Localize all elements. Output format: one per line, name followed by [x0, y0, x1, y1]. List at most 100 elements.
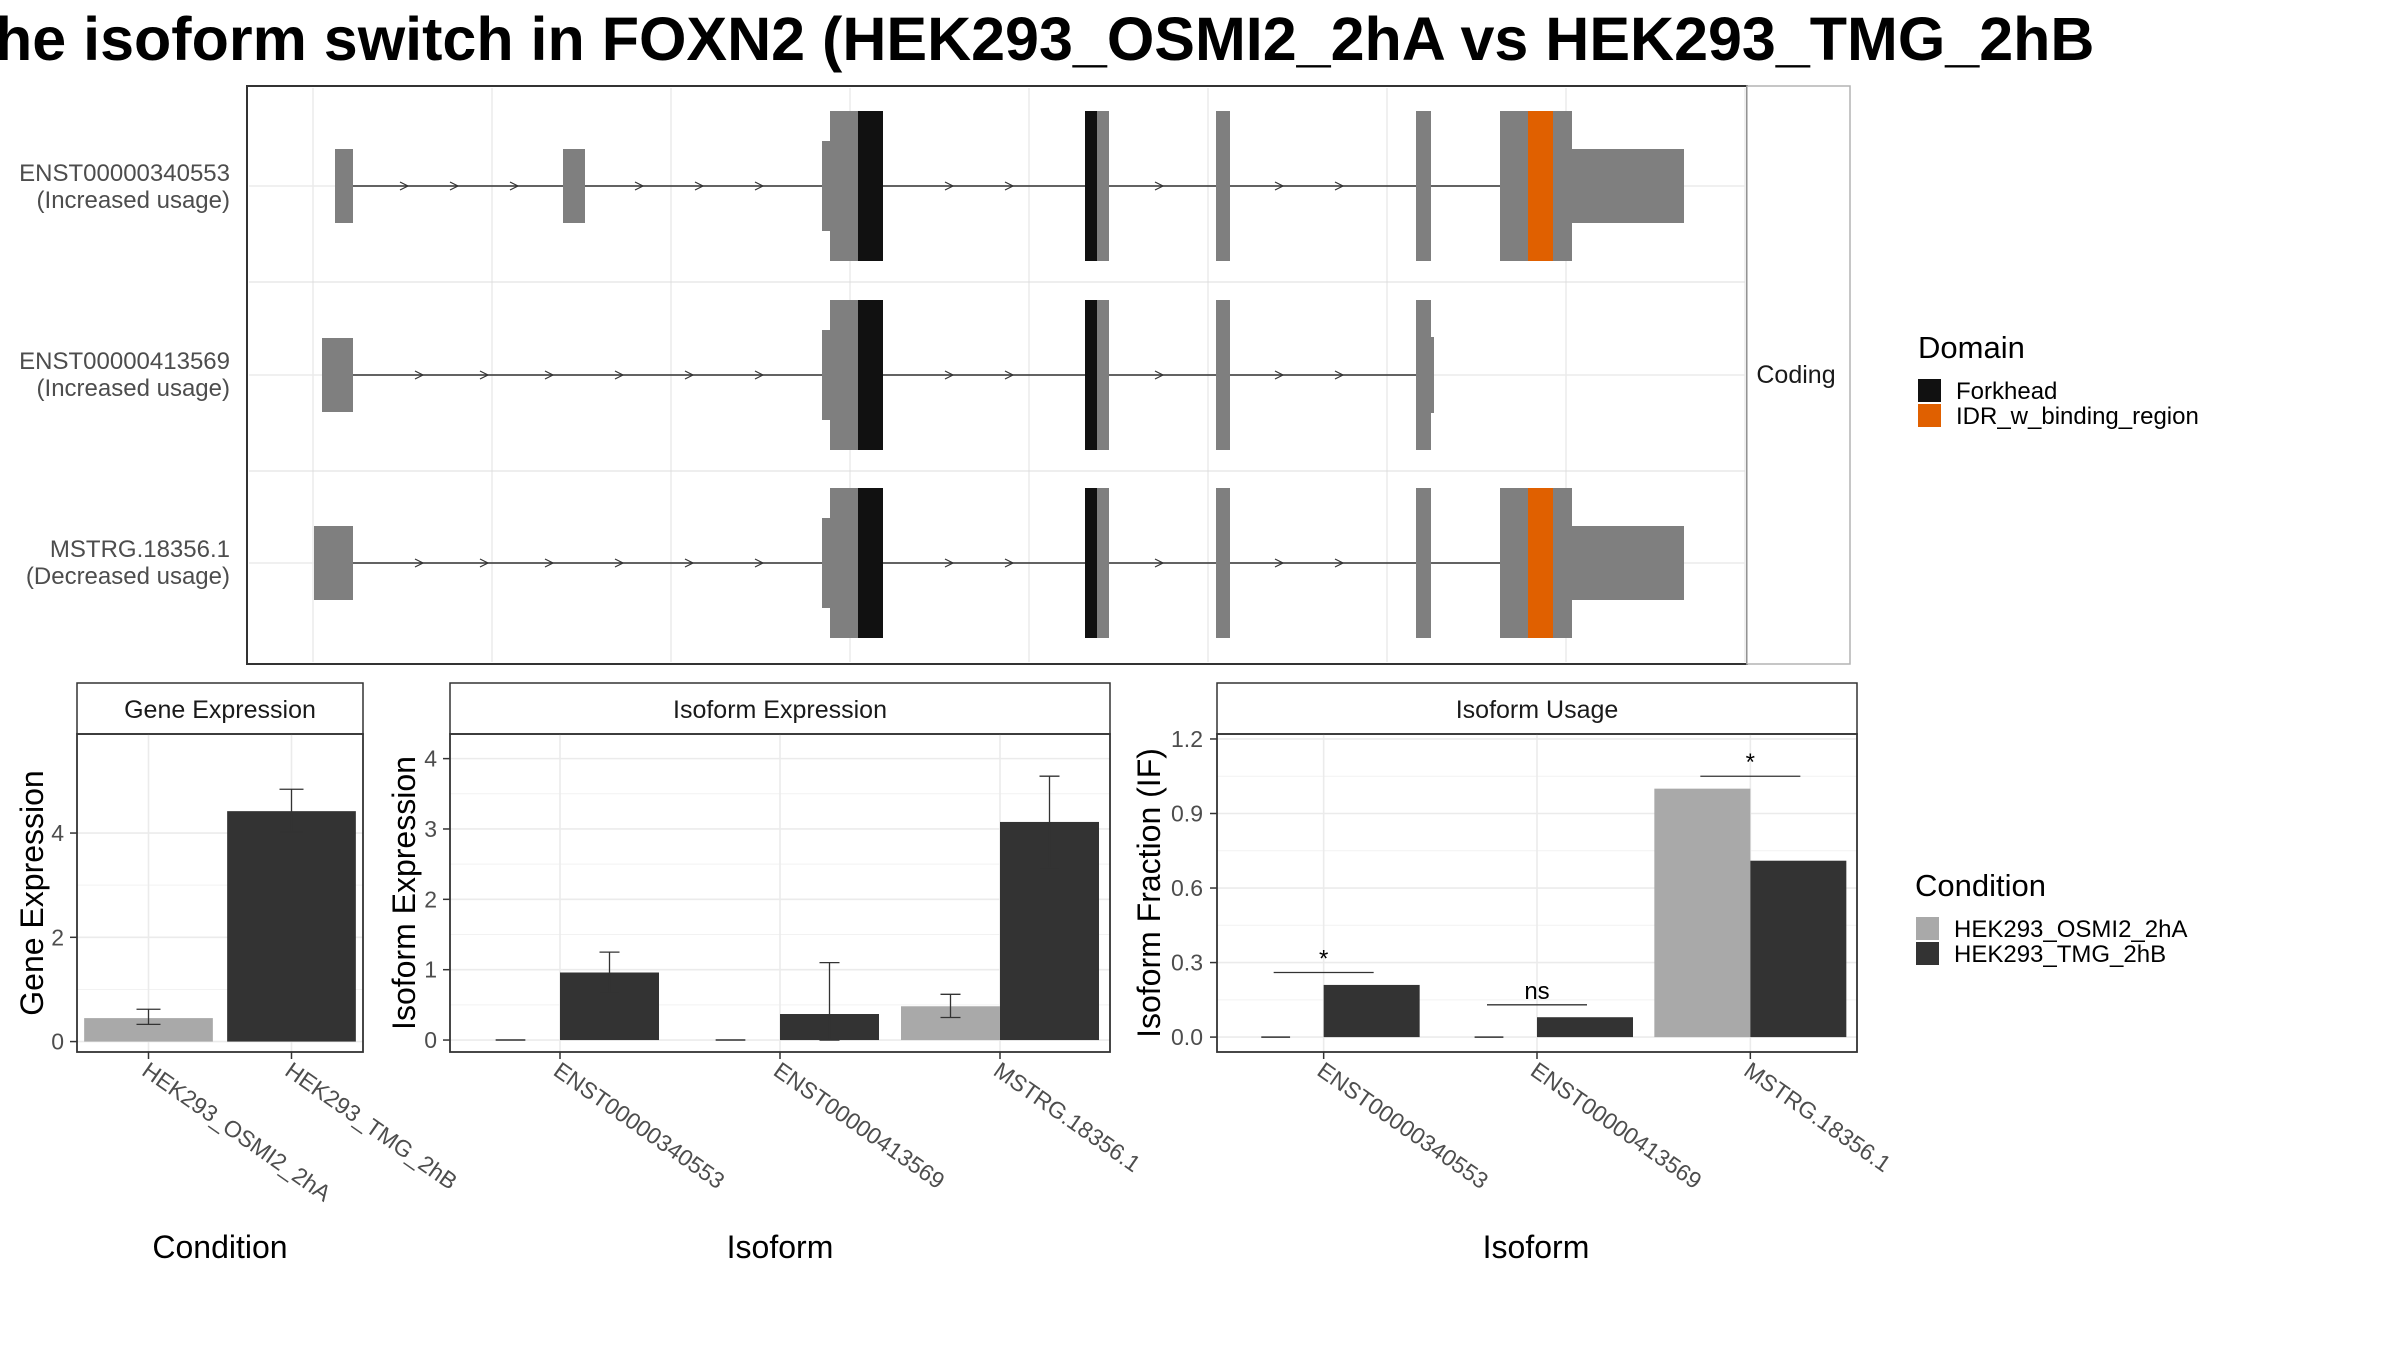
exon-utr-block: [822, 141, 832, 231]
exon-block: [314, 526, 353, 600]
forkhead-swatch: [1918, 379, 1941, 402]
bar-HEK293_TMG_2hB-MSTRG.18356.1: [1750, 860, 1847, 1038]
strand-arrow: [399, 181, 410, 191]
strand-arrow: [544, 558, 555, 568]
forkhead-domain-block: [858, 300, 883, 450]
x-tick-label: MSTRG.18356.1: [989, 1057, 1145, 1177]
exon-utr-block: [1572, 526, 1684, 600]
exon-block: [1216, 300, 1230, 450]
exon-block: [1097, 111, 1109, 261]
forkhead-domain-block: [1085, 488, 1097, 638]
strand-arrow: [694, 181, 705, 191]
coding-strip-label: Coding: [1756, 361, 1835, 389]
strand-arrow: [614, 370, 625, 380]
strand-arrow: [754, 558, 765, 568]
y-tick-label: 2: [424, 886, 437, 912]
exon-block: [830, 488, 860, 638]
condition-a-legend-label: HEK293_OSMI2_2hA: [1954, 916, 2187, 943]
strand-arrow: [509, 181, 520, 191]
chart-panel-3: Isoform Usage * ns * 0.0 0.3 0.6 0.9 1.2 ENST0000…: [1131, 682, 1896, 1265]
bar-HEK293_OSMI2_2hA-MSTRG.18356.1: [1654, 788, 1751, 1038]
x-axis-title: Condition: [152, 1229, 287, 1265]
strand-arrow: [1274, 181, 1285, 191]
exon-utr-block: [1572, 149, 1684, 223]
strand-arrow: [614, 558, 625, 568]
exon-block: [322, 338, 353, 412]
isoform-structure-row-3: [314, 488, 1684, 638]
bar-HEK293_TMG_2hB-ENST00000340553: [1323, 984, 1420, 1038]
strand-arrow: [449, 181, 460, 191]
strand-arrow: [479, 370, 490, 380]
strand-arrow: [1004, 370, 1015, 380]
panel-border: [76, 733, 364, 1053]
exon-block: [1500, 488, 1528, 638]
y-tick-label: 1.2: [1171, 726, 1203, 752]
panel-strip-title: Isoform Expression: [673, 696, 887, 724]
panel-strip-title: Gene Expression: [124, 696, 316, 724]
significance-label: ns: [1524, 978, 1549, 1005]
condition-b-legend-label: HEK293_TMG_2hB: [1954, 941, 2166, 968]
x-tick-label: MSTRG.18356.1: [1739, 1057, 1895, 1177]
strand-arrow: [1154, 370, 1165, 380]
y-tick-label: 0.9: [1171, 801, 1203, 827]
y-tick-label: 2: [51, 924, 64, 950]
exon-block: [830, 300, 860, 450]
x-axis-title: Isoform: [1483, 1229, 1590, 1265]
strand-arrow: [634, 181, 645, 191]
y-tick-label: 0: [51, 1029, 64, 1055]
y-tick-label: 4: [51, 820, 64, 846]
y-tick-label: 0.0: [1171, 1024, 1203, 1050]
exon-block: [335, 149, 353, 223]
strand-arrow: [1334, 370, 1345, 380]
isoform-label-1-usage: (Increased usage): [37, 187, 230, 214]
condition-legend-title: Condition: [1915, 868, 2046, 903]
y-tick-label: 1: [424, 957, 437, 983]
x-tick-label: ENST00000340553: [1313, 1057, 1493, 1194]
significance-label: *: [1319, 946, 1328, 973]
condition-b-swatch: [1916, 942, 1939, 965]
structure-rows: [314, 111, 1684, 638]
expression-charts: Gene Expression024HEK293_OSMI2_2hAHEK293…: [14, 682, 1896, 1265]
transcript-structure-panel: Coding ENST00000340553 (Increased usage)…: [19, 85, 1851, 665]
strand-arrow: [684, 370, 695, 380]
strand-arrow: [754, 181, 765, 191]
y-axis-title: Isoform Fraction (IF): [1131, 748, 1167, 1038]
exon-block: [1416, 300, 1431, 450]
isoform-structure-row-2: [322, 300, 1434, 450]
strand-arrow: [1334, 181, 1345, 191]
idr-swatch: [1918, 404, 1941, 427]
y-tick-label: 0.6: [1171, 875, 1203, 901]
y-axis-title: Gene Expression: [14, 770, 50, 1015]
panel-strip-title: Isoform Usage: [1456, 696, 1619, 724]
exon-block: [1097, 488, 1109, 638]
strand-arrow: [1154, 181, 1165, 191]
x-tick-label: ENST00000340553: [549, 1057, 729, 1194]
exon-utr-block: [1430, 337, 1434, 413]
strand-arrow: [944, 370, 955, 380]
strand-arrow: [1274, 370, 1285, 380]
forkhead-domain-block: [1085, 111, 1097, 261]
isoform-label-1-id: ENST00000340553: [19, 160, 230, 187]
y-tick-label: 3: [424, 816, 437, 842]
idr-legend-label: IDR_w_binding_region: [1956, 403, 2199, 430]
exon-block: [1553, 488, 1572, 638]
strand-arrow: [944, 181, 955, 191]
x-axis-title: Isoform: [727, 1229, 834, 1265]
bar-HEK293_TMG_2hB: [227, 811, 356, 1042]
isoform-label-2-id: ENST00000413569: [19, 348, 230, 375]
strand-arrow: [684, 558, 695, 568]
exon-block: [830, 111, 860, 261]
exon-block: [1416, 488, 1431, 638]
y-tick-label: 0.3: [1171, 950, 1203, 976]
forkhead-domain-block: [858, 111, 883, 261]
exon-block: [1553, 111, 1572, 261]
strand-arrow: [1334, 558, 1345, 568]
coding-strip: [1746, 85, 1851, 665]
forkhead-domain-block: [1085, 300, 1097, 450]
idr-domain-block: [1528, 488, 1553, 638]
forkhead-domain-block: [858, 488, 883, 638]
strand-arrow: [944, 558, 955, 568]
domain-legend-title: Domain: [1918, 330, 2025, 365]
x-tick-label: ENST00000413569: [1526, 1057, 1706, 1194]
